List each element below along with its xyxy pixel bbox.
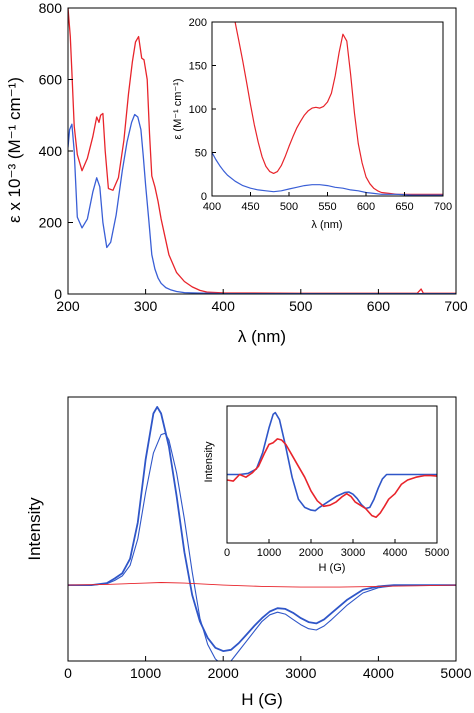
epr-inset-x-tick-label: 1000 — [257, 547, 281, 559]
uv-inset-x-tick-label: 600 — [357, 201, 375, 213]
epr-inset-chart: 0 1000 2000 3000 4000 5000 H (G) Intensity — [203, 405, 449, 574]
uv-y-axis-label: ε x 10⁻³ (M⁻¹ cm⁻¹) — [5, 77, 24, 223]
epr-inset-x-tick-label: 2000 — [299, 547, 323, 559]
uv-inset-y-tick-label: 100 — [189, 104, 207, 116]
epr-series-line-1 — [68, 406, 456, 652]
uv-inset-x-tick-label: 650 — [395, 201, 413, 213]
epr-x-axis-label: H (G) — [241, 690, 283, 709]
uv-x-tick-label: 200 — [56, 298, 80, 314]
uv-x-tick-label: 700 — [444, 298, 468, 314]
epr-series — [68, 406, 456, 661]
uv-x-ticks: 200 300 400 500 600 700 — [56, 289, 468, 314]
uv-inset-y-ticks: 0 50 100 150 200 — [189, 17, 216, 203]
epr-inset-x-ticks: 0 1000 2000 3000 4000 5000 — [224, 539, 449, 559]
uv-inset-x-tick-label: 400 — [203, 201, 221, 213]
uv-inset-x-tick-label: 500 — [280, 201, 298, 213]
uv-y-tick-label: 0 — [54, 286, 62, 302]
uv-inset-x-tick-label: 450 — [241, 201, 259, 213]
epr-x-ticks: 0 1000 2000 3000 4000 5000 — [64, 656, 472, 681]
uv-y-ticks: 0 200 400 600 800 — [39, 0, 73, 302]
uv-inset-series-line-2 — [212, 152, 443, 196]
uv-x-tick-label: 400 — [212, 298, 236, 314]
uv-inset-series-line-1 — [234, 22, 443, 195]
epr-inset-x-tick-label: 0 — [224, 547, 230, 559]
uv-inset-y-tick-label: 0 — [201, 191, 207, 203]
epr-inset-x-axis-label: H (G) — [319, 562, 346, 574]
uv-x-tick-label: 600 — [367, 298, 391, 314]
uv-inset-y-tick-label: 50 — [195, 147, 207, 159]
epr-inset-x-tick-label: 4000 — [383, 547, 407, 559]
uv-inset-x-axis-label: λ (nm) — [311, 219, 342, 231]
uv-inset-chart: 400 450 500 550 600 650 700 0 50 100 150 200 λ (nm… — [172, 17, 452, 231]
epr-x-tick-label: 3000 — [285, 665, 316, 681]
uv-y-tick-label: 800 — [39, 0, 63, 16]
epr-inset-y-axis-label: Intensity — [203, 441, 215, 482]
uv-x-tick-label: 300 — [134, 298, 158, 314]
uv-inset-x-ticks: 400 450 500 550 600 650 700 — [203, 192, 452, 213]
uv-y-tick-label: 600 — [39, 71, 63, 87]
epr-x-tick-label: 1000 — [130, 665, 161, 681]
uv-inset-background — [212, 22, 443, 196]
uv-y-tick-label: 400 — [39, 143, 63, 159]
epr-plot-frame — [67, 396, 457, 662]
epr-inset-frame — [226, 405, 438, 544]
epr-chart: 0 1000 2000 3000 4000 5000 H (G) Intensity 0 1… — [25, 396, 472, 709]
uv-inset-y-axis-label: ε (M⁻¹ cm⁻¹) — [172, 78, 184, 139]
epr-inset-series-line-1 — [227, 411, 437, 512]
epr-inset-x-tick-label: 5000 — [425, 547, 449, 559]
uv-series — [68, 8, 456, 294]
uv-inset-x-tick-label: 550 — [318, 201, 336, 213]
uv-x-tick-label: 500 — [289, 298, 313, 314]
epr-series-line-3 — [68, 582, 456, 588]
uv-inset-series — [212, 22, 443, 196]
epr-series-line-2 — [68, 432, 456, 661]
uv-inset-y-tick-label: 200 — [189, 17, 207, 29]
uv-y-tick-label: 200 — [39, 214, 63, 230]
uv-series-line-1 — [68, 8, 456, 294]
uv-x-axis-label: λ (nm) — [238, 327, 286, 346]
uv-inset-x-tick-label: 700 — [434, 201, 452, 213]
epr-x-tick-label: 0 — [64, 665, 72, 681]
uv-inset-y-tick-label: 150 — [189, 60, 207, 72]
epr-y-axis-label: Intensity — [25, 497, 44, 561]
uv-series-line-2 — [68, 113, 456, 294]
epr-inset-x-tick-label: 3000 — [341, 547, 365, 559]
epr-x-tick-label: 2000 — [208, 665, 239, 681]
epr-inset-series — [227, 411, 437, 518]
epr-x-tick-label: 4000 — [363, 665, 394, 681]
epr-x-tick-label: 5000 — [440, 665, 471, 681]
epr-inset-series-line-2 — [227, 438, 437, 518]
